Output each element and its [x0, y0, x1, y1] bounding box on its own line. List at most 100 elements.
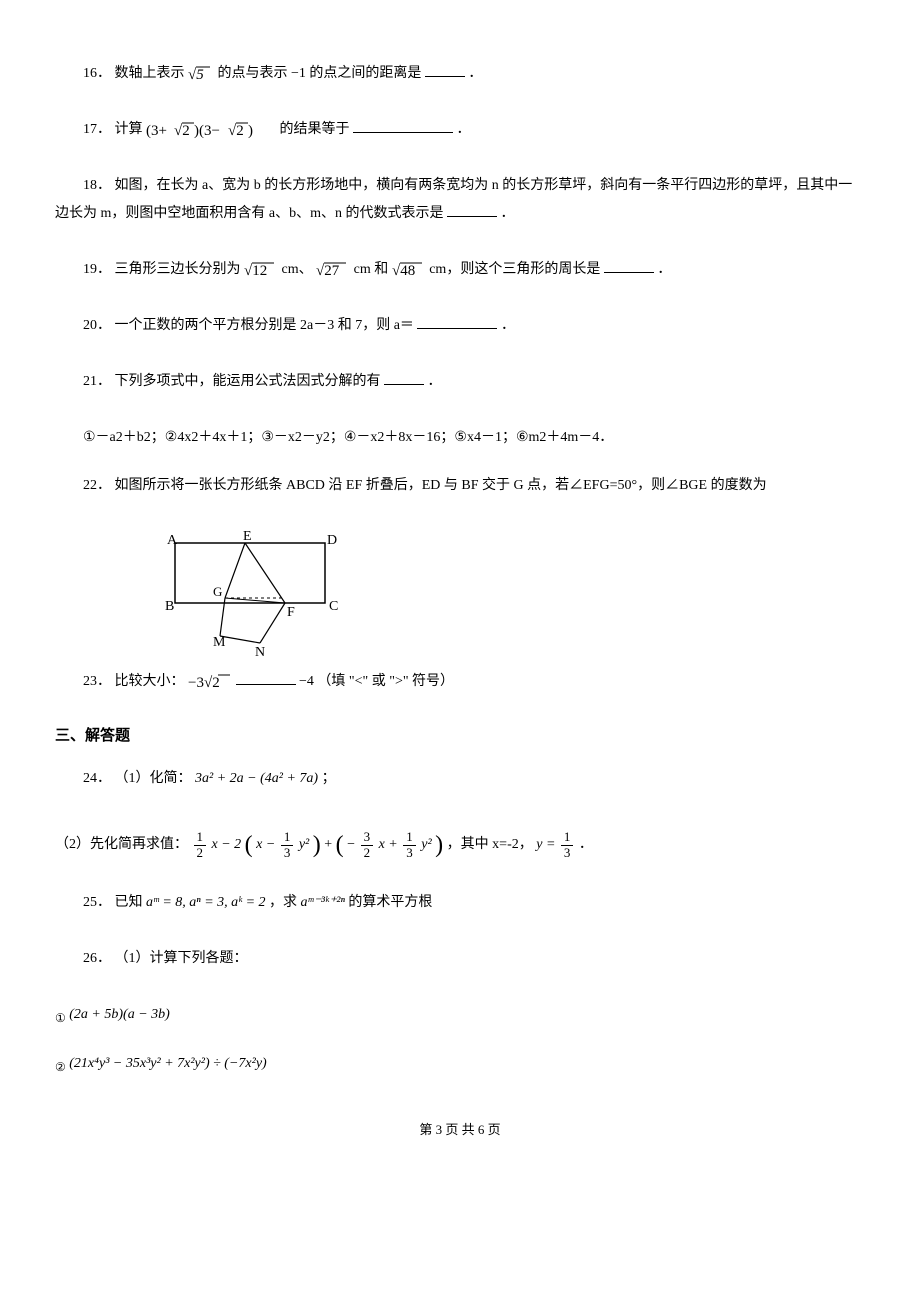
q24-p1-expr: 3a² + 2a − (4a² + 7a): [195, 771, 318, 786]
q16-num: 16．: [83, 66, 111, 81]
q26-p1: （1）计算下列各题：: [115, 951, 248, 966]
label-A: A: [167, 533, 178, 548]
neg3sqrt2-icon: −3√2: [188, 671, 232, 693]
q19-u3: cm，则这个三角形的周长是: [429, 262, 600, 277]
q25-num: 25．: [83, 895, 111, 910]
q24-num: 24．: [83, 771, 111, 786]
q20-num: 20．: [83, 318, 111, 333]
page-footer: 第 3 页 共 6 页: [55, 1119, 865, 1138]
q22-text: 如图所示将一张长方形纸条 ABCD 沿 EF 折叠后，ED 与 BF 交于 G …: [115, 478, 767, 493]
q26-s1-label: ①: [55, 1011, 66, 1025]
frac-third-2: 13: [403, 830, 416, 860]
question-24: 24． （1）化简： 3a² + 2a − (4a² + 7a) ；: [55, 765, 865, 793]
question-17: 17． 计算 (3+ √2 )(3− √2 ) 的结果等于 ．: [55, 116, 865, 144]
svg-text:√12: √12: [244, 263, 267, 279]
q22-figure: A E D B G F C M N: [155, 528, 865, 658]
q25-text-b: ，求: [269, 895, 297, 910]
q23-e2: −4: [299, 674, 314, 689]
expr-y2-1: y²: [299, 837, 309, 852]
expr-inner1: x −: [256, 837, 279, 852]
question-25: 25． 已知 aᵐ = 8, aⁿ = 3, aᵏ = 2 ，求 aᵐ⁻³ᵏ⁺²…: [55, 889, 865, 917]
label-N: N: [255, 645, 265, 658]
frac-threehalf: 32: [361, 830, 374, 860]
q23-text-a: 比较大小：: [115, 674, 185, 689]
q17-tail: ．: [457, 122, 471, 137]
question-23: 23． 比较大小： −3√2 −4 （填 "<" 或 ">" 符号）: [55, 668, 865, 696]
section-3-title: 三、解答题: [55, 724, 865, 745]
q21-tail: ．: [428, 374, 442, 389]
q21-blank: [384, 370, 424, 385]
plus-icon: +: [324, 837, 335, 852]
sqrt27-icon: √27: [316, 259, 350, 281]
svg-text:√2: √2: [228, 123, 244, 139]
q24-yeq: y =: [536, 837, 555, 852]
page-content: 16． 数轴上表示 √5 的点与表示 −1 的点之间的距离是 ． 17． 计算 …: [0, 0, 920, 1178]
q19-blank: [604, 258, 654, 273]
label-E: E: [243, 529, 252, 544]
neg-icon: −: [347, 837, 355, 852]
q16-text-a: 数轴上表示: [115, 66, 185, 81]
svg-text:√27: √27: [316, 263, 340, 279]
svg-text:√48: √48: [392, 263, 415, 279]
label-D: D: [327, 533, 337, 548]
frac-half: 12: [194, 830, 207, 860]
question-20: 20． 一个正数的两个平方根分别是 2a－3 和 7，则 a＝ ．: [55, 312, 865, 340]
question-19: 19． 三角形三边长分别为 √12 cm、 √27 cm 和 √48 cm，则这…: [55, 256, 865, 284]
q19-u2: cm 和: [354, 262, 389, 277]
sqrt12-icon: √12: [244, 259, 278, 281]
q25-expr2: aᵐ⁻³ᵏ⁺²ⁿ: [301, 895, 345, 910]
svg-text:)(3−: )(3−: [194, 123, 220, 139]
lparen1-icon: (: [245, 832, 253, 858]
q26-sub2: ② (21x⁴y³ − 35x³y² + 7x²y²) ÷ (−7x²y): [55, 1050, 865, 1079]
label-G: G: [213, 584, 222, 599]
q24-p2-tail-a: ，其中 x=-2，: [447, 837, 533, 852]
q19-num: 19．: [83, 262, 111, 277]
q24-part2: （2）先化简再求值： 12 x − 2 ( x − 13 y² ) + ( − …: [55, 821, 865, 869]
q19-text-a: 三角形三边长分别为: [115, 262, 241, 277]
q17-expr-icon: (3+ √2 )(3− √2 ): [146, 119, 276, 141]
label-M: M: [213, 635, 226, 650]
sqrt48-icon: √48: [392, 259, 426, 281]
q18-tail: ．: [501, 206, 515, 221]
q24-p1-label: （1）化简：: [115, 771, 192, 786]
rparen1-icon: ): [313, 832, 321, 858]
question-16: 16． 数轴上表示 √5 的点与表示 −1 的点之间的距离是 ．: [55, 60, 865, 88]
q16-expr2: −1: [291, 66, 306, 81]
q21-text: 下列多项式中，能运用公式法因式分解的有: [115, 374, 381, 389]
expr-xplus: x +: [379, 837, 402, 852]
q26-s2-label: ②: [55, 1060, 66, 1074]
q19-u1: cm、: [282, 262, 313, 277]
question-26: 26． （1）计算下列各题：: [55, 945, 865, 973]
q24-p2-label: （2）先化简再求值：: [55, 837, 188, 852]
q16-tail: ．: [468, 66, 482, 81]
q16-text-c: 的点之间的距离是: [309, 66, 421, 81]
rparen2-icon: ): [435, 832, 443, 858]
q22-num: 22．: [83, 478, 111, 493]
q17-num: 17．: [83, 122, 111, 137]
q26-num: 26．: [83, 951, 111, 966]
label-C: C: [329, 599, 338, 614]
question-22: 22． 如图所示将一张长方形纸条 ABCD 沿 EF 折叠后，ED 与 BF 交…: [55, 472, 865, 500]
question-21: 21． 下列多项式中，能运用公式法因式分解的有 ．: [55, 368, 865, 396]
svg-text:(3+: (3+: [146, 123, 167, 139]
svg-text:): ): [248, 123, 253, 139]
expr-x: x − 2: [212, 837, 242, 852]
svg-text:√2: √2: [174, 123, 190, 139]
q25-text-a: 已知: [115, 895, 143, 910]
q24-p1-tail: ；: [322, 771, 336, 786]
q18-blank: [447, 202, 497, 217]
svg-text:√5: √5: [188, 67, 204, 83]
q23-num: 23．: [83, 674, 111, 689]
q26-sub1: ① (2a + 5b)(a − 3b): [55, 1001, 865, 1030]
q20-blank: [417, 314, 497, 329]
q23-text-b: （填 "<" 或 ">" 符号）: [317, 674, 454, 689]
q20-tail: ．: [501, 318, 515, 333]
expr-y2-2: y²: [421, 837, 431, 852]
frac-third-y: 13: [561, 830, 574, 860]
q26-s2-expr: (21x⁴y³ − 35x³y² + 7x²y²) ÷ (−7x²y): [69, 1056, 266, 1071]
q16-blank: [425, 62, 465, 77]
q16-text-b: 的点与表示: [218, 66, 288, 81]
q17-text-b: 的结果等于: [280, 122, 350, 137]
sqrt5-icon: √5: [188, 63, 214, 85]
fold-diagram-icon: A E D B G F C M N: [155, 528, 355, 658]
